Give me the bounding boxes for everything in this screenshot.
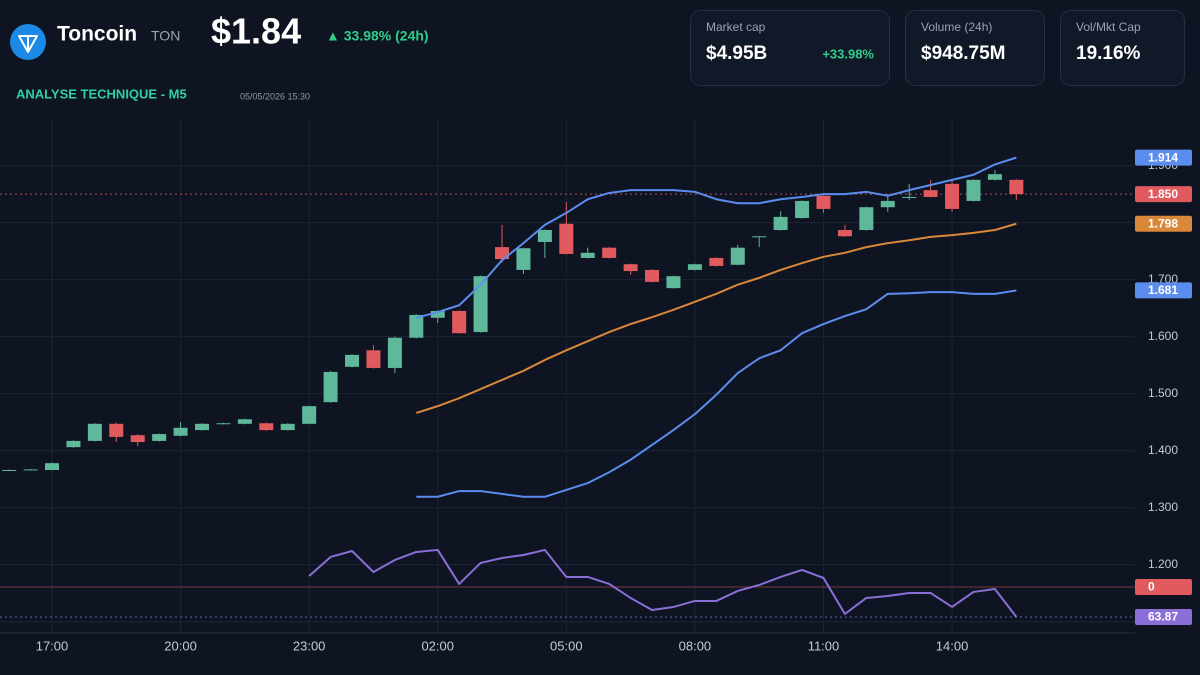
candle-body bbox=[902, 196, 917, 198]
chart: 1.1001.2001.3001.4001.5001.6001.7001.800… bbox=[0, 120, 1192, 653]
value-badge bbox=[1135, 608, 1192, 625]
candle-body bbox=[2, 469, 17, 471]
y-tick-label: 1.300 bbox=[1148, 500, 1178, 514]
candle-body bbox=[709, 257, 724, 266]
x-tick-label: 05:00 bbox=[550, 638, 583, 653]
candle-body bbox=[173, 427, 188, 436]
value-badge bbox=[1135, 282, 1192, 299]
candle-body bbox=[516, 248, 531, 270]
candle-body bbox=[409, 314, 424, 338]
price-change: ▲ 33.98% (24h) bbox=[326, 28, 429, 44]
value-badge bbox=[1135, 149, 1192, 166]
candle-body bbox=[687, 264, 702, 270]
section-timestamp: 05/05/2026 15:30 bbox=[240, 91, 310, 101]
section-title: ANALYSE TECHNIQUE - M5 bbox=[16, 86, 187, 101]
candle-body bbox=[859, 207, 874, 231]
value-badge-label: 0 bbox=[1148, 580, 1155, 594]
candle-body bbox=[645, 269, 660, 282]
candle-body bbox=[837, 230, 852, 237]
value-badge-label: 63.87 bbox=[1148, 610, 1178, 624]
value-badge-label: 1.798 bbox=[1148, 216, 1178, 230]
candle-body bbox=[987, 174, 1002, 180]
candle-body bbox=[280, 423, 295, 431]
x-tick-label: 14:00 bbox=[936, 638, 969, 653]
candle-body bbox=[923, 190, 938, 197]
candle-body bbox=[495, 247, 510, 260]
candle-body bbox=[430, 310, 445, 318]
coin-price: $1.84 bbox=[211, 11, 301, 52]
value-badge-label: 1.850 bbox=[1148, 187, 1178, 201]
candle-body bbox=[559, 223, 574, 254]
card-label: Vol/Mkt Cap bbox=[1076, 20, 1141, 34]
candle-body bbox=[473, 276, 488, 333]
card-value: $4.95B bbox=[706, 43, 767, 64]
candle-body bbox=[302, 406, 317, 424]
y-tick-label: 1.200 bbox=[1148, 557, 1178, 571]
candle-body bbox=[45, 463, 59, 470]
candle-body bbox=[323, 371, 338, 403]
coin-name: Toncoin bbox=[57, 23, 137, 46]
candle-body bbox=[452, 310, 467, 334]
coin-symbol: TON bbox=[151, 28, 180, 44]
card-label: Volume (24h) bbox=[921, 20, 992, 34]
candle-body bbox=[259, 423, 274, 431]
card bbox=[905, 10, 1045, 86]
y-tick-label: 1.500 bbox=[1148, 386, 1178, 400]
x-tick-label: 23:00 bbox=[293, 638, 326, 653]
candle-body bbox=[152, 434, 167, 441]
candle-body bbox=[730, 247, 745, 265]
candle-body bbox=[816, 195, 831, 209]
candle-body bbox=[966, 179, 981, 201]
x-tick-label: 02:00 bbox=[421, 638, 454, 653]
candle-body bbox=[752, 236, 767, 238]
y-tick-label: 1.600 bbox=[1148, 329, 1178, 343]
candle-body bbox=[23, 469, 38, 471]
candle-body bbox=[66, 440, 81, 448]
card bbox=[1060, 10, 1185, 86]
card-change: +33.98% bbox=[822, 46, 874, 61]
card-value: $948.75M bbox=[921, 43, 1006, 64]
candle-body bbox=[580, 252, 595, 258]
candle-body bbox=[237, 419, 252, 424]
x-tick-label: 20:00 bbox=[164, 638, 197, 653]
logo-glyph bbox=[18, 35, 38, 53]
card-label: Market cap bbox=[706, 20, 766, 34]
y-tick-label: 1.700 bbox=[1148, 272, 1178, 286]
value-badge-label: 1.914 bbox=[1148, 150, 1178, 164]
candle-body bbox=[216, 423, 231, 425]
candle-body bbox=[773, 216, 788, 231]
card bbox=[690, 10, 890, 86]
candle-body bbox=[366, 350, 381, 368]
x-tick-label: 17:00 bbox=[36, 638, 69, 653]
card-value: 19.16% bbox=[1076, 43, 1141, 64]
candle-body bbox=[387, 337, 402, 368]
candle-body bbox=[880, 200, 895, 208]
value-badge bbox=[1135, 578, 1192, 595]
candle-body bbox=[130, 435, 145, 443]
value-badge bbox=[1135, 215, 1192, 232]
candle-body bbox=[1009, 179, 1024, 195]
indicator-line bbox=[416, 289, 1017, 498]
value-badge-label: 1.681 bbox=[1148, 283, 1178, 297]
logo bbox=[10, 24, 46, 60]
candle-body bbox=[945, 183, 960, 209]
y-tick-label: 1.400 bbox=[1148, 443, 1178, 457]
indicator-line bbox=[416, 156, 1017, 319]
candle-body bbox=[666, 276, 681, 289]
candle-body bbox=[795, 200, 810, 219]
value-badge bbox=[1135, 186, 1192, 203]
x-tick-label: 08:00 bbox=[679, 638, 712, 653]
x-tick-label: 11:00 bbox=[808, 638, 840, 653]
candle-body bbox=[109, 423, 124, 437]
candle-body bbox=[87, 423, 102, 441]
candle-body bbox=[195, 423, 210, 431]
candle-body bbox=[623, 264, 638, 272]
indicator-line bbox=[308, 548, 1018, 618]
indicator-line bbox=[416, 222, 1017, 414]
candle-body bbox=[537, 230, 552, 242]
candle-body bbox=[602, 247, 617, 258]
candle-body bbox=[345, 354, 360, 367]
